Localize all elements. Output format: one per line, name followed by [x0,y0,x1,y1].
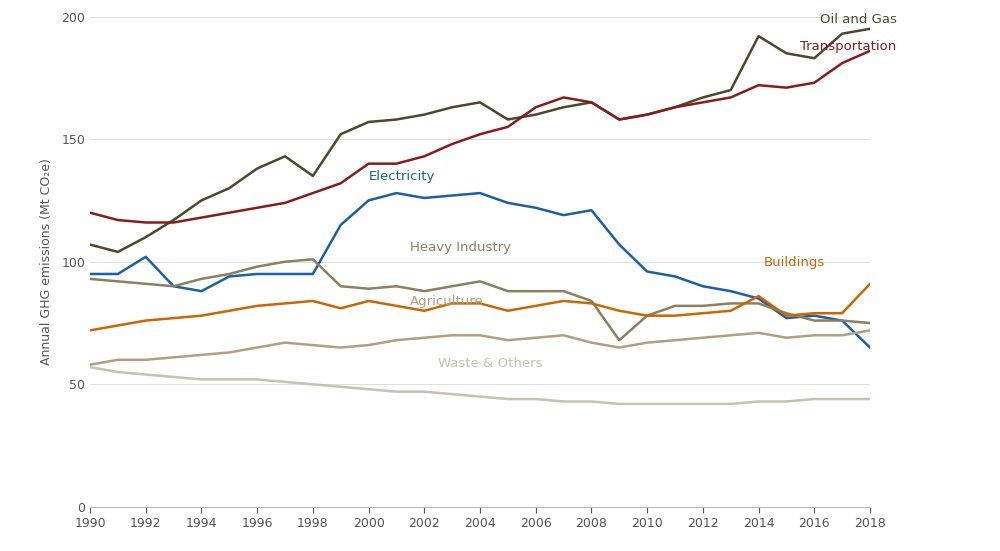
Text: Waste & Others: Waste & Others [438,356,543,370]
Text: Oil and Gas: Oil and Gas [820,13,897,26]
Text: Transportation: Transportation [800,40,897,53]
Text: Electricity: Electricity [369,170,435,183]
Y-axis label: Annual GHG emissions (Mt CO₂e): Annual GHG emissions (Mt CO₂e) [40,158,53,365]
Text: Buildings: Buildings [764,256,825,269]
Text: Heavy Industry: Heavy Industry [410,241,511,255]
Text: Agriculture: Agriculture [410,295,484,309]
